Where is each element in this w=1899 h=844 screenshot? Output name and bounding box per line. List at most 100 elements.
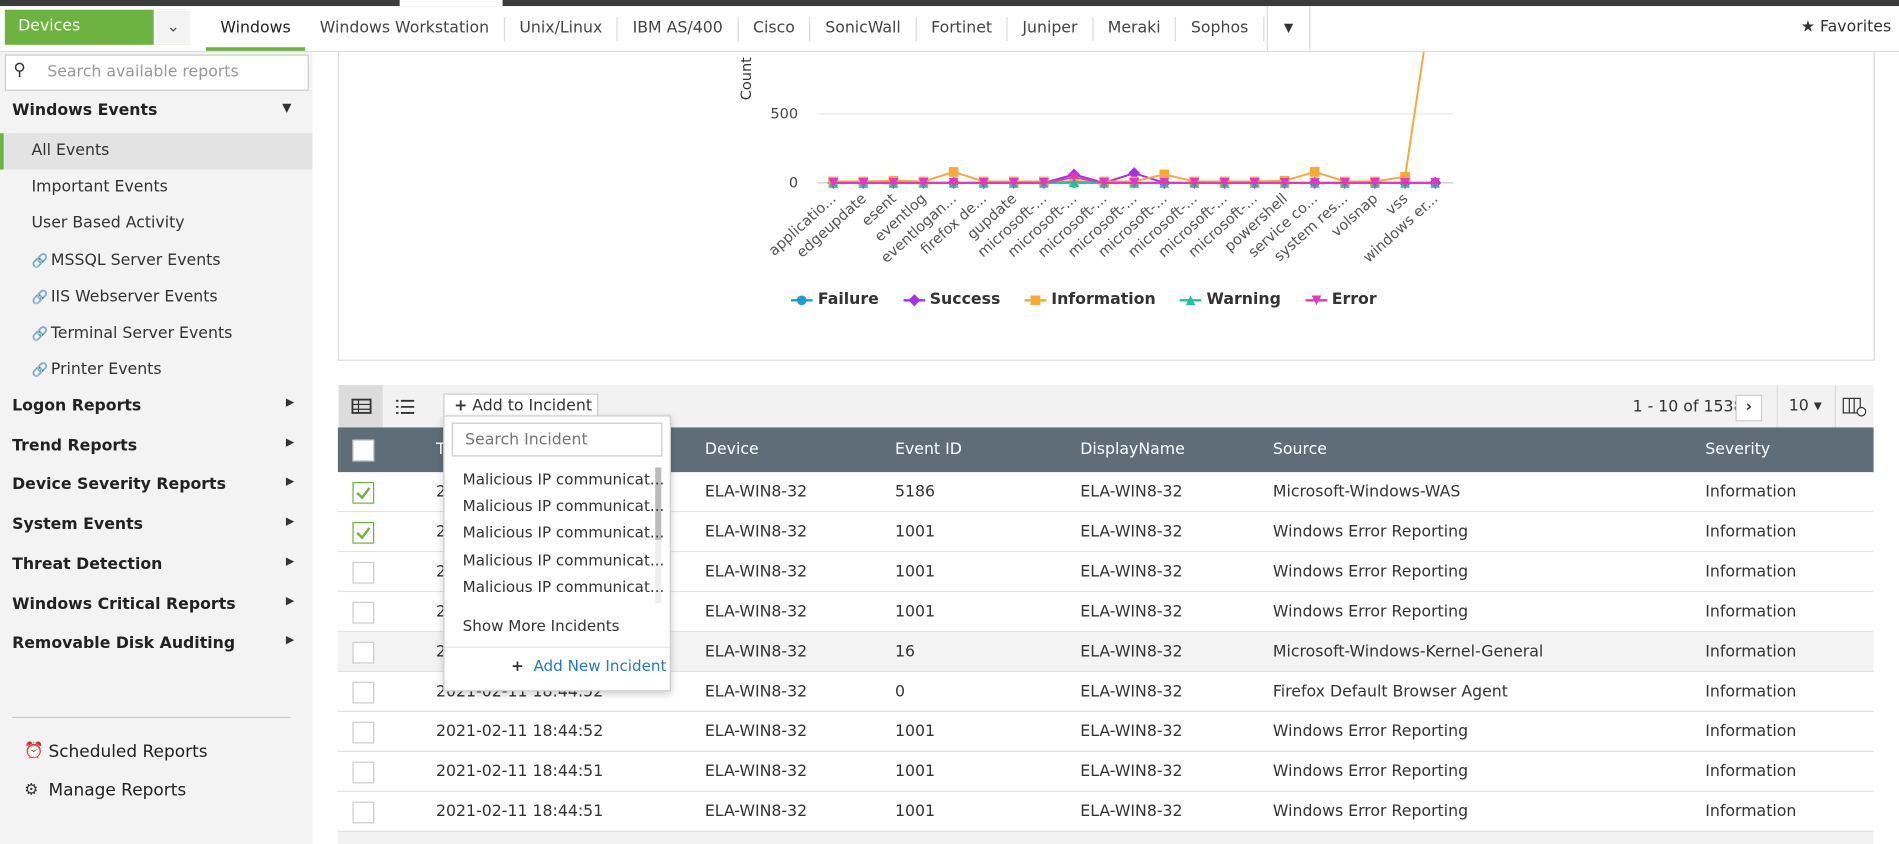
table-row[interactable]: 2021-02-11 18:44:52 ELA-WIN8-32 1001 ELA-WI…	[337, 712, 1874, 752]
cell: ELA-WIN8-32	[704, 563, 808, 582]
row-checkbox[interactable]	[352, 801, 375, 824]
table-row[interactable]: 2021-02-11 18:44:51 ELA-WIN8-32 1001 ELA-WI…	[337, 791, 1874, 832]
report-item[interactable]: Important Events	[0, 170, 312, 206]
point	[1185, 294, 1196, 305]
incident-search[interactable]	[451, 422, 663, 457]
cell: Information	[1705, 802, 1797, 821]
report-group[interactable]: System Events	[12, 515, 143, 535]
row-checkbox[interactable]	[352, 481, 375, 504]
report-group[interactable]: Device Severity Reports	[12, 476, 226, 495]
row-checkbox[interactable]	[352, 601, 375, 624]
next-page-button[interactable]: ›	[1735, 394, 1763, 422]
point	[1400, 171, 1410, 182]
incident-dropdown: Malicious IP communicat... Malicious IP c…	[443, 415, 671, 692]
section-title[interactable]: Windows Events	[12, 101, 158, 120]
table-row[interactable]: 2021-02-11 18:44:51 ELA-WIN8-32 1001 ELA-WI…	[337, 751, 1874, 792]
header: Devices ⌄ Windows Windows Workstation Unix…	[0, 0, 1899, 53]
list-view-button[interactable]	[383, 385, 427, 427]
devices-button[interactable]: Devices ⌄	[4, 9, 192, 45]
report-item[interactable]: All Events	[0, 133, 313, 170]
tab[interactable]: Meraki	[1093, 16, 1177, 42]
report-group[interactable]: Windows Critical Reports	[12, 595, 236, 614]
tab[interactable]: Fortinet	[917, 16, 1008, 42]
add-to-incident-label: Add to Incident	[472, 397, 593, 416]
cell: Microsoft-Windows-Kernel-General	[1272, 642, 1544, 662]
row-checkbox[interactable]	[352, 521, 375, 544]
chart-panel	[337, 36, 1875, 361]
legend-item[interactable]: Error	[1305, 291, 1377, 309]
show-more[interactable]: Show More Incidents	[462, 616, 620, 635]
report-label: MSSQL Server Events	[50, 251, 221, 270]
cell: ELA-WIN8-32	[1080, 642, 1183, 662]
footer-link[interactable]: Scheduled Reports	[48, 742, 208, 762]
incident-item[interactable]: Malicious IP communicat...	[462, 550, 665, 569]
point	[1249, 178, 1260, 188]
tab[interactable]: Cisco	[739, 16, 811, 42]
row-checkbox[interactable]	[352, 641, 375, 664]
footer-link[interactable]: Manage Reports	[48, 781, 187, 801]
column-header[interactable]: DisplayName	[1080, 440, 1185, 459]
cell: 1001	[895, 603, 936, 622]
tab[interactable]: Sophos	[1176, 16, 1265, 42]
report-item[interactable]: 🔗 MSSQL Server Events	[0, 243, 312, 279]
column-header[interactable]: Device	[704, 440, 759, 459]
column-header[interactable]: Event ID	[895, 440, 962, 459]
row-checkbox[interactable]	[352, 561, 375, 584]
add-new-incident[interactable]: + Add New Incident	[511, 656, 666, 674]
legend-item[interactable]: Failure	[791, 291, 879, 309]
legend-item[interactable]: Warning	[1179, 291, 1281, 309]
search-icon: ⚲	[13, 60, 26, 80]
point	[1430, 178, 1440, 188]
column-header[interactable]: Severity	[1705, 440, 1771, 459]
tab[interactable]: Juniper	[1008, 16, 1094, 42]
cell: ELA-WIN8-32	[1080, 802, 1183, 821]
link-icon: 🔗	[31, 362, 49, 379]
incident-item[interactable]: Malicious IP communicat...	[462, 523, 665, 542]
report-group[interactable]: Removable Disk Auditing	[12, 634, 236, 653]
page-size-select[interactable]: 10 ▾	[1788, 397, 1822, 416]
cell: 2021-02-11 18:44:52	[435, 722, 604, 742]
grid-view-button[interactable]	[339, 385, 383, 428]
incident-item[interactable]: Malicious IP communicat...	[462, 577, 665, 596]
report-label: User Based Activity	[31, 214, 185, 233]
incident-item[interactable]: Malicious IP communicat...	[462, 496, 665, 515]
column-header[interactable]: Source	[1272, 440, 1327, 459]
select-all-checkbox[interactable]	[352, 439, 375, 462]
row-checkbox[interactable]	[352, 681, 375, 704]
report-group[interactable]: Trend Reports	[12, 436, 138, 455]
legend-item[interactable]: Success	[903, 291, 1000, 309]
search-placeholder: Search available reports	[47, 62, 239, 82]
cell: ELA-WIN8-32	[704, 682, 808, 702]
tab[interactable]: IBM AS/400	[618, 16, 739, 42]
legend-item[interactable]: Information	[1024, 291, 1156, 309]
caret: ▶	[285, 634, 295, 647]
point	[1030, 294, 1041, 305]
column-chooser[interactable]	[1842, 397, 1867, 417]
report-item[interactable]: User Based Activity	[0, 206, 312, 242]
tab[interactable]: Unix/Linux	[505, 16, 619, 42]
favorites[interactable]: ★ Favorites	[1800, 18, 1892, 37]
add-new-label: Add New Incident	[533, 656, 667, 675]
incident-item[interactable]: Malicious IP communicat...	[462, 469, 665, 488]
report-label: IIS Webserver Events	[50, 287, 218, 307]
link-icon: 🔗	[31, 252, 49, 269]
tab[interactable]: Windows Workstation	[305, 16, 505, 42]
report-item[interactable]: 🔗 Printer Events	[0, 353, 312, 389]
cell: 16	[895, 642, 916, 662]
report-search[interactable]: ⚲ Search available reports	[4, 54, 309, 91]
report-label: All Events	[31, 141, 110, 160]
point	[1159, 178, 1170, 188]
legend-icon	[903, 293, 925, 306]
tab[interactable]: Windows	[205, 17, 306, 51]
report-item[interactable]: 🔗 IIS Webserver Events	[0, 279, 312, 315]
cell: Firefox Default Browser Agent	[1272, 682, 1508, 702]
tab[interactable]: SonicWall	[811, 16, 917, 42]
more-tabs[interactable]: ▼	[1266, 6, 1311, 51]
report-group[interactable]: Threat Detection	[12, 555, 163, 574]
report-group[interactable]: Logon Reports	[12, 397, 142, 416]
report-item[interactable]: 🔗 Terminal Server Events	[0, 316, 312, 352]
caret: ▶	[285, 555, 295, 568]
row-checkbox[interactable]	[352, 761, 375, 784]
caret: ▶	[285, 476, 295, 489]
row-checkbox[interactable]	[352, 721, 375, 744]
